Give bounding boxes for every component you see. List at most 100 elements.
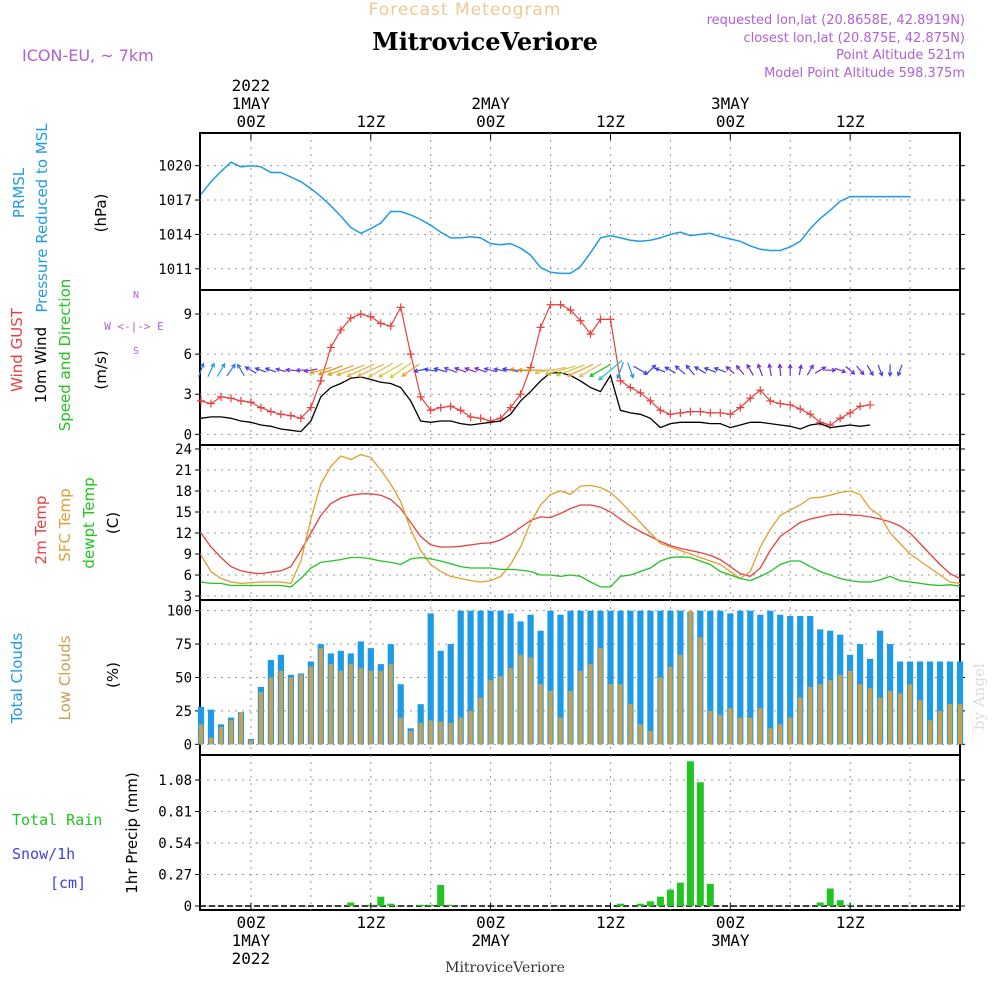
bar-total-cloud (637, 610, 644, 745)
bar-low-cloud (308, 666, 313, 745)
gust-marker (726, 410, 735, 419)
bar-low-cloud (778, 724, 783, 745)
bar-low-cloud (878, 697, 883, 745)
gust-marker (306, 403, 315, 412)
bar-precip (696, 782, 704, 906)
bar-low-cloud (768, 728, 773, 745)
bar-low-cloud (937, 710, 943, 745)
gust-marker (376, 319, 385, 328)
ylabel-sfc-temp: SFC Temp (56, 488, 74, 561)
wind-arrow (544, 365, 576, 376)
gust-marker (486, 416, 495, 425)
wind-arrow (346, 363, 375, 378)
gust-marker (476, 414, 485, 423)
gust-marker (566, 306, 575, 315)
bar-low-cloud (548, 690, 553, 745)
wind-arrow (685, 364, 695, 376)
wind-arrow (207, 362, 215, 377)
gust-marker (196, 396, 205, 405)
bar-total-cloud (767, 610, 774, 745)
gust-marker (426, 406, 435, 415)
wind-arrow (834, 367, 847, 374)
wind-arrow (645, 364, 657, 376)
y-tick-label: 75 (175, 637, 192, 653)
bar-low-cloud (698, 637, 703, 745)
bar-total-cloud (797, 616, 804, 745)
gust-marker (786, 400, 795, 409)
bar-low-cloud (358, 668, 363, 745)
gust-marker (336, 326, 345, 335)
bar-total-cloud (207, 709, 215, 745)
wind-arrow (589, 363, 612, 377)
point-altitude: Point Altitude 521m (836, 48, 965, 63)
bar-low-cloud (568, 690, 573, 745)
bar-precip (686, 761, 694, 906)
gust-marker (846, 408, 855, 417)
wind-arrow (534, 366, 566, 375)
gust-marker (656, 406, 665, 415)
bar-low-cloud (328, 664, 333, 745)
gust-marker (446, 402, 455, 411)
wind-arrow (777, 363, 783, 376)
gust-marker (396, 303, 405, 312)
model-label: ICON-EU, ~ 7km (22, 46, 154, 65)
gust-marker (606, 315, 615, 324)
wind-arrow (814, 366, 827, 374)
y-tick-label: 24 (175, 442, 192, 458)
bar-total-cloud (707, 610, 714, 745)
gust-marker (206, 399, 215, 408)
bar-total-cloud (397, 684, 404, 745)
bar-low-cloud (908, 684, 913, 745)
gust-marker (356, 310, 365, 319)
bar-low-cloud (208, 737, 214, 745)
series-dewpt-line (200, 556, 961, 588)
bar-precip (636, 903, 644, 906)
gust-marker (276, 410, 285, 419)
bar-low-cloud (658, 677, 663, 745)
gust-marker (676, 408, 685, 417)
time-label-top: 12Z (836, 112, 865, 131)
wind-arrow (473, 366, 487, 373)
panel-4-ylabels: Total Clouds Low Clouds (%) (8, 633, 122, 725)
gust-marker (626, 383, 635, 392)
y-tick-label: 18 (175, 484, 192, 500)
panel-3: 3 6 9 12 15 18 21 24 (175, 442, 965, 605)
y-tick-label: 0 (184, 899, 192, 915)
y-tick-label: 0.81 (158, 805, 192, 821)
model-altitude: Model Point Altitude 598.375m (764, 66, 965, 81)
gust-marker (716, 408, 725, 417)
wind-arrow (627, 362, 635, 379)
bar-total-cloud (547, 610, 554, 745)
panel-1: 1011 1014 1017 1020 (158, 132, 965, 291)
wind-arrow (767, 363, 773, 377)
wind-arrow (198, 362, 205, 378)
bar-low-cloud (348, 664, 353, 745)
ylabel-ms: (m/s) (92, 350, 110, 389)
bar-low-cloud (648, 731, 653, 745)
bar-low-cloud (618, 684, 623, 745)
bar-low-cloud (538, 684, 543, 745)
forecast-title: Forecast Meteogram (369, 0, 562, 20)
bar-total-cloud (447, 644, 454, 745)
wind-arrow (725, 365, 735, 374)
series-prmsl-line (200, 161, 911, 275)
wind-arrow (798, 363, 803, 376)
panel-2-ylabels: Wind GUST 10m Wind Speed and Direction (m/s… (8, 279, 110, 432)
time-label-bottom: 12Z (356, 913, 385, 932)
panel-5-ylabels: 1hr Precip (mm) Total Rain Snow/1h [cm] (12, 772, 141, 893)
time-label-top: 2022 (232, 76, 271, 95)
gust-marker (536, 323, 545, 332)
bar-low-cloud (738, 717, 743, 745)
y-tick-label: 3 (184, 589, 192, 605)
wind-arrow (264, 367, 277, 373)
gust-marker (346, 314, 355, 323)
bar-total-cloud (647, 610, 654, 745)
y-tick-label: 9 (184, 307, 192, 323)
wind-arrow (274, 367, 286, 373)
bar-low-cloud (898, 693, 903, 745)
wind-arrow (336, 364, 365, 377)
gust-marker (646, 396, 655, 405)
bar-low-cloud (198, 724, 204, 745)
gust-marker (696, 407, 705, 416)
gust-marker (686, 407, 695, 416)
